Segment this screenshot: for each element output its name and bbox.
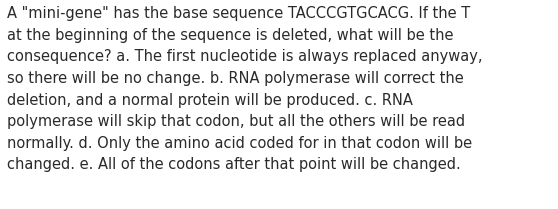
Text: A "mini-gene" has the base sequence TACCCGTGCACG. If the T
at the beginning of t: A "mini-gene" has the base sequence TACC…	[7, 6, 482, 172]
